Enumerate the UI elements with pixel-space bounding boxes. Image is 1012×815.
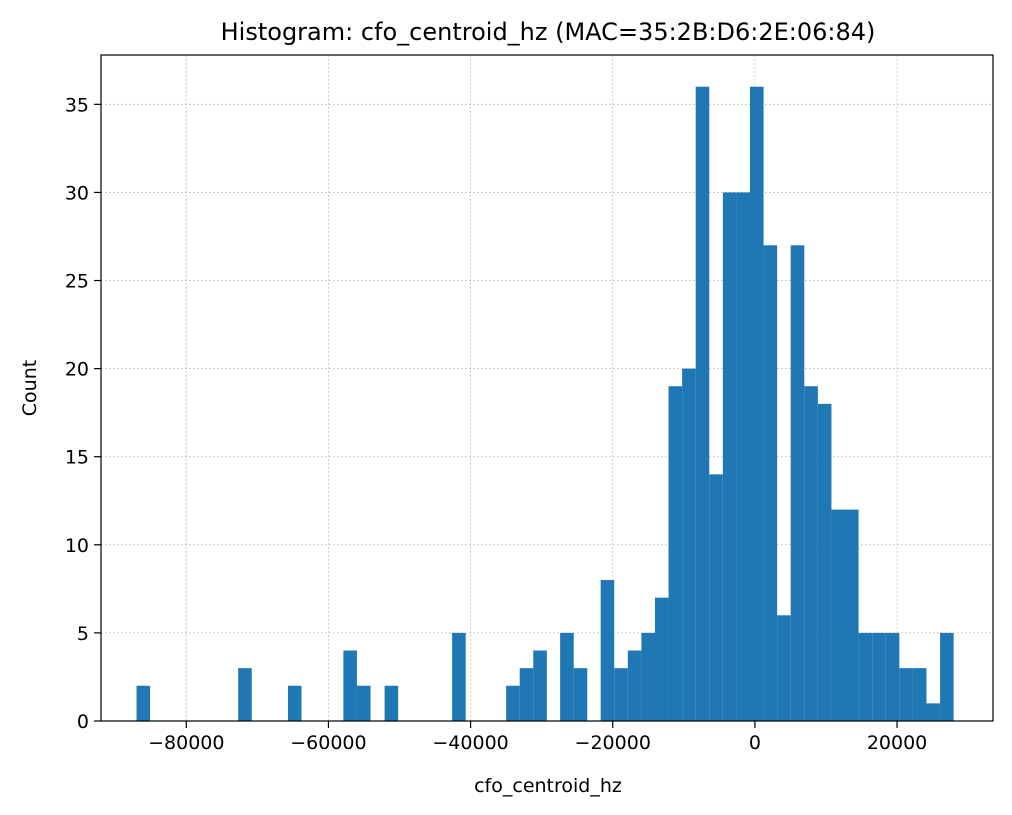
histogram-bar — [287, 685, 302, 721]
histogram-bar — [899, 668, 913, 721]
y-tick-label: 10 — [65, 535, 89, 557]
histogram-bar — [858, 632, 873, 721]
histogram-bar — [560, 632, 574, 721]
histogram-bar — [600, 580, 615, 721]
histogram-bar — [872, 632, 886, 721]
histogram-bar — [777, 615, 791, 721]
y-tick-label: 35 — [65, 94, 89, 116]
y-tick-label: 30 — [65, 182, 89, 204]
histogram-bar — [614, 668, 628, 721]
histogram-bar — [790, 245, 805, 722]
y-tick-label: 5 — [77, 623, 89, 645]
histogram-bar — [831, 509, 846, 721]
x-tick-label: −20000 — [575, 732, 651, 754]
histogram-bar — [817, 403, 832, 721]
histogram-bar — [722, 192, 737, 721]
plot-frame — [100, 54, 994, 722]
y-tick-label: 15 — [65, 447, 89, 469]
histogram-bar — [654, 597, 669, 721]
histogram-bar — [695, 86, 710, 721]
histogram-bar — [709, 474, 723, 721]
histogram-bar — [845, 509, 859, 721]
histogram-bar — [238, 668, 252, 721]
x-axis-label: cfo_centroid_hz — [474, 775, 622, 797]
x-tick-label: 0 — [749, 732, 761, 754]
axis-ticks: −80000 −60000 −40000 −20000 0 20000 0 5 10 15 20 25… — [65, 94, 927, 754]
histogram-bar — [519, 668, 534, 721]
chart-title: Histogram: cfo_centroid_hz (MAC=35:2B:D6… — [221, 18, 876, 46]
x-tick-label: −40000 — [432, 732, 508, 754]
histogram-bar — [736, 192, 750, 721]
histogram-bar — [749, 86, 764, 721]
histogram-bar — [912, 668, 927, 721]
histogram-bar — [356, 685, 371, 721]
x-tick-label: −60000 — [290, 732, 366, 754]
histogram-bar — [343, 650, 357, 721]
y-tick-label: 25 — [65, 271, 89, 293]
x-tick-label: 20000 — [867, 732, 927, 754]
y-tick-label: 0 — [77, 711, 89, 733]
histogram-bar — [573, 668, 588, 721]
y-tick-label: 20 — [65, 359, 89, 381]
histogram-bar — [804, 386, 818, 721]
histogram-bar — [452, 632, 466, 721]
bars — [136, 86, 954, 722]
histogram-bar — [682, 368, 696, 721]
histogram-bar — [136, 685, 151, 721]
histogram-bar — [627, 650, 642, 721]
histogram-bar — [885, 632, 900, 721]
histogram-bar — [940, 632, 954, 721]
histogram-bar — [763, 245, 778, 722]
histogram-bar — [533, 650, 547, 721]
y-axis-label: Count — [19, 360, 41, 416]
histogram-bar — [668, 386, 683, 721]
histogram-bar — [384, 685, 399, 721]
histogram-bar — [506, 685, 520, 721]
x-tick-label: −80000 — [148, 732, 224, 754]
histogram-bar — [926, 703, 941, 721]
histogram-bar — [641, 632, 655, 721]
